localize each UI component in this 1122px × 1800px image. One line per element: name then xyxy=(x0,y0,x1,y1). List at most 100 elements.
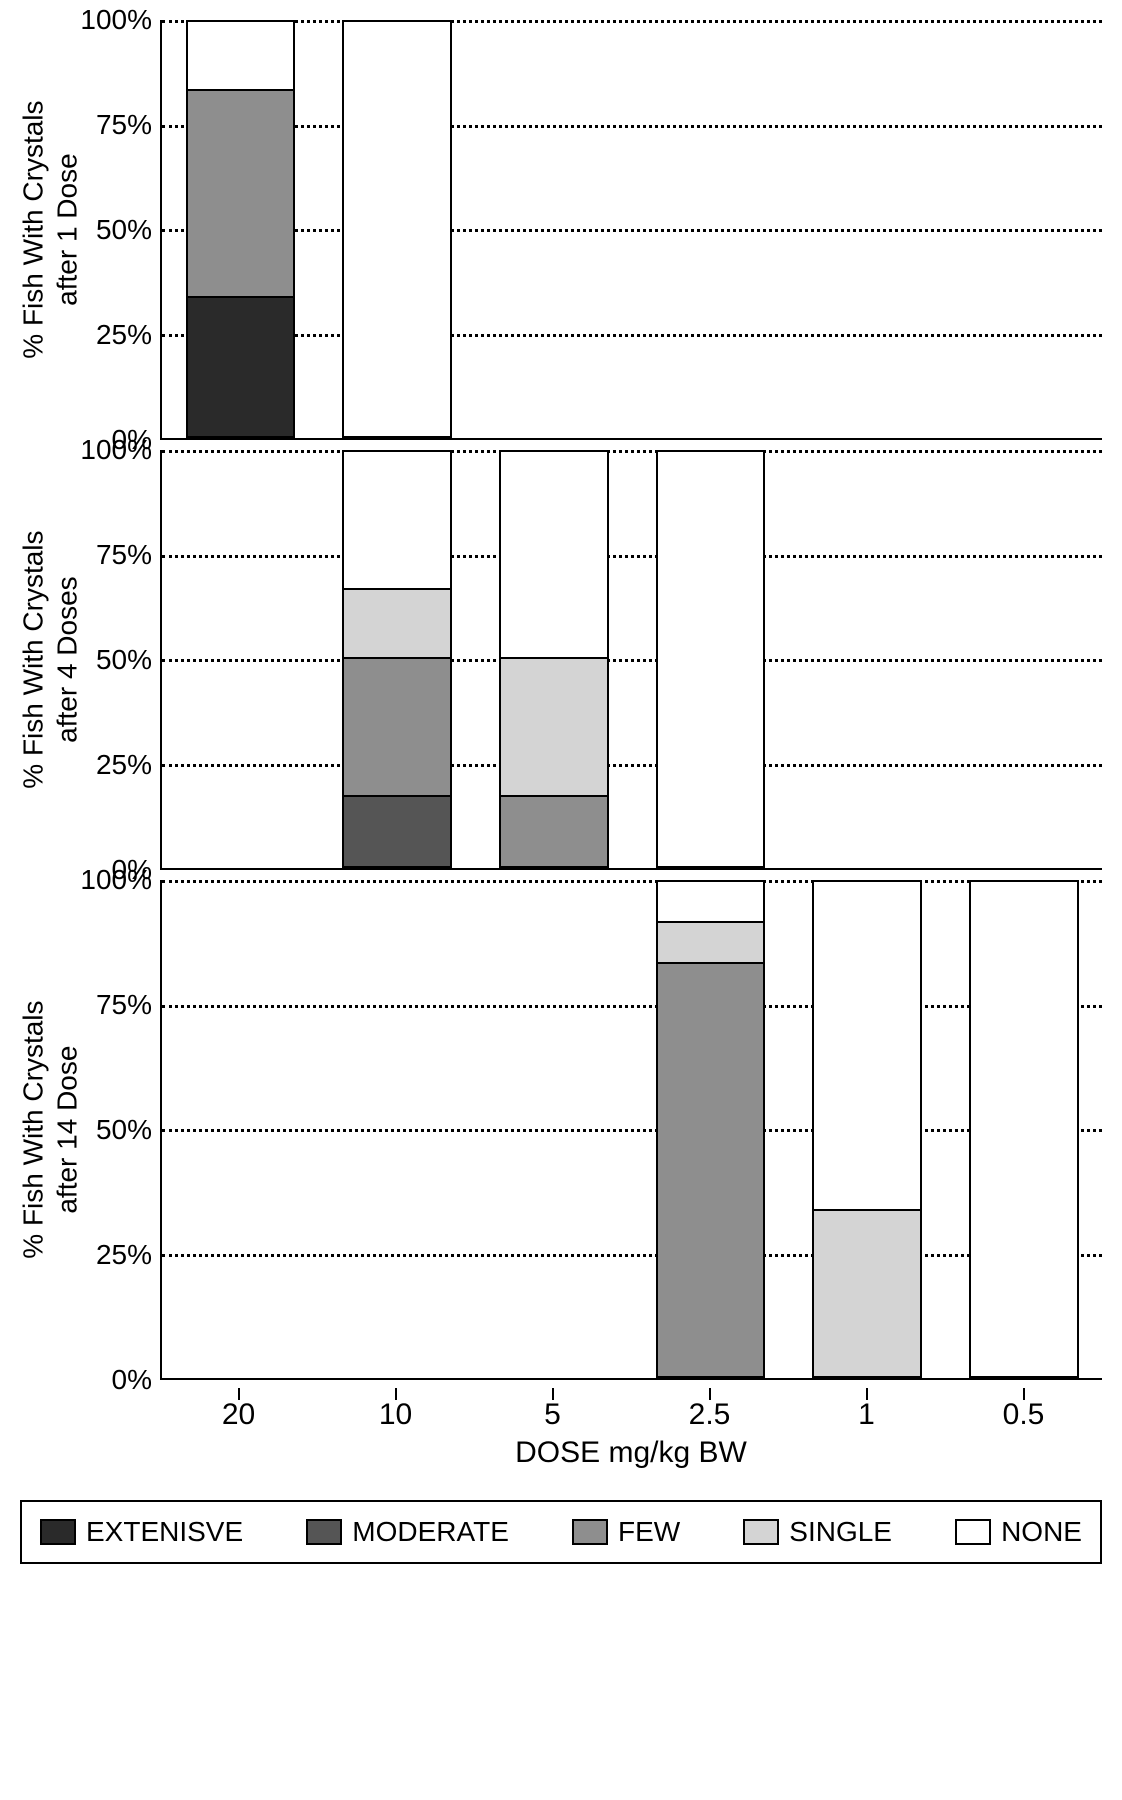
legend-item-few: FEW xyxy=(572,1516,680,1548)
bar-slot xyxy=(789,880,946,1378)
plot-wrap xyxy=(160,20,1102,440)
bar-segment-few xyxy=(344,659,450,797)
bar-segment-none xyxy=(188,22,294,91)
bar-segment-few xyxy=(188,91,294,298)
y-axis-label-line2: after 1 Dose xyxy=(51,154,82,307)
legend-swatch xyxy=(306,1519,342,1545)
figure: % Fish With Crystalsafter 1 Dose0%25%50%… xyxy=(20,20,1102,1564)
y-axis-label: % Fish With Crystalsafter 14 Dose xyxy=(16,1001,83,1259)
legend-item-none: NONE xyxy=(955,1516,1082,1548)
bar-segment-extensive xyxy=(188,298,294,436)
legend-label: NONE xyxy=(1001,1516,1082,1548)
bars-row xyxy=(162,20,1102,438)
panels-container: % Fish With Crystalsafter 1 Dose0%25%50%… xyxy=(20,20,1102,1380)
y-axis-label-wrap: % Fish With Crystalsafter 4 Doses xyxy=(20,450,80,870)
x-axis: 20 10 5 2.5 1 0.5 xyxy=(160,1390,1102,1432)
bar-slot xyxy=(945,880,1102,1378)
y-tick-label: 50% xyxy=(96,1114,152,1146)
legend: EXTENISVEMODERATEFEWSINGLENONE xyxy=(20,1500,1102,1564)
bar-slot xyxy=(475,20,632,438)
y-axis-label-line1: % Fish With Crystals xyxy=(17,101,48,359)
x-axis-label: DOSE mg/kg BW xyxy=(160,1436,1102,1470)
y-tick-label: 75% xyxy=(96,989,152,1021)
plot-area xyxy=(160,450,1102,870)
bar-segment-none xyxy=(501,452,607,659)
bar-segment-none xyxy=(344,22,450,436)
y-axis-label-wrap: % Fish With Crystalsafter 1 Dose xyxy=(20,20,80,440)
bar-slot xyxy=(632,20,789,438)
y-axis-label-line1: % Fish With Crystals xyxy=(17,1001,48,1259)
bar-slot xyxy=(319,450,476,868)
x-tick-mark xyxy=(709,1388,711,1400)
stacked-bar xyxy=(342,20,452,438)
x-tick-slot: 2.5 xyxy=(631,1390,788,1432)
bars-row xyxy=(162,880,1102,1378)
y-axis-label-line2: after 14 Dose xyxy=(51,1046,82,1214)
bar-segment-single xyxy=(344,590,450,659)
bar-slot xyxy=(789,20,946,438)
plot-wrap xyxy=(160,450,1102,870)
x-tick-mark xyxy=(395,1388,397,1400)
plot-wrap xyxy=(160,880,1102,1380)
bars-row xyxy=(162,450,1102,868)
stacked-bar xyxy=(656,450,766,868)
stacked-bar xyxy=(186,20,296,438)
x-tick-label: 20 xyxy=(222,1398,255,1431)
y-axis: 0%25%50%75%100% xyxy=(80,20,160,440)
legend-label: EXTENISVE xyxy=(86,1516,243,1548)
y-tick-label: 25% xyxy=(96,1239,152,1271)
legend-swatch xyxy=(572,1519,608,1545)
y-tick-label: 100% xyxy=(80,864,152,896)
bar-segment-single xyxy=(814,1211,920,1376)
x-tick-slot: 20 xyxy=(160,1390,317,1432)
bar-slot xyxy=(162,880,319,1378)
y-tick-label: 75% xyxy=(96,109,152,141)
bar-segment-none xyxy=(814,882,920,1211)
x-tick-mark xyxy=(552,1388,554,1400)
stacked-bar xyxy=(342,450,452,868)
stacked-bar xyxy=(969,880,1079,1378)
bar-slot xyxy=(162,20,319,438)
bar-segment-single xyxy=(501,659,607,797)
chart-panel-1: % Fish With Crystalsafter 4 Doses0%25%50… xyxy=(20,450,1102,870)
chart-panel-2: % Fish With Crystalsafter 14 Dose0%25%50… xyxy=(20,880,1102,1380)
bar-segment-none xyxy=(344,452,450,590)
bar-slot xyxy=(632,450,789,868)
x-tick-slot: 10 xyxy=(317,1390,474,1432)
x-tick-mark xyxy=(866,1388,868,1400)
stacked-bar xyxy=(812,880,922,1378)
x-tick-label: 10 xyxy=(379,1398,412,1431)
x-tick-label: 5 xyxy=(544,1398,561,1431)
legend-item-extensive: EXTENISVE xyxy=(40,1516,243,1548)
x-tick-mark xyxy=(238,1388,240,1400)
legend-swatch xyxy=(955,1519,991,1545)
chart-panel-0: % Fish With Crystalsafter 1 Dose0%25%50%… xyxy=(20,20,1102,440)
legend-label: MODERATE xyxy=(352,1516,509,1548)
legend-item-moderate: MODERATE xyxy=(306,1516,509,1548)
bar-slot xyxy=(162,450,319,868)
y-axis-label: % Fish With Crystalsafter 4 Doses xyxy=(16,531,83,789)
y-axis: 0%25%50%75%100% xyxy=(80,880,160,1380)
stacked-bar xyxy=(656,880,766,1378)
legend-swatch xyxy=(40,1519,76,1545)
x-tick-label: 1 xyxy=(858,1398,875,1431)
bar-segment-few xyxy=(658,964,764,1376)
plot-area xyxy=(160,880,1102,1380)
x-tick-slot: 0.5 xyxy=(945,1390,1102,1432)
y-tick-label: 25% xyxy=(96,749,152,781)
x-tick-label: 2.5 xyxy=(689,1398,731,1431)
x-tick-slot: 5 xyxy=(474,1390,631,1432)
y-tick-label: 100% xyxy=(80,4,152,36)
legend-swatch xyxy=(743,1519,779,1545)
bar-slot xyxy=(475,450,632,868)
stacked-bar xyxy=(499,450,609,868)
bar-slot xyxy=(945,20,1102,438)
y-tick-label: 25% xyxy=(96,319,152,351)
bar-segment-single xyxy=(658,923,764,964)
y-axis: 0%25%50%75%100% xyxy=(80,450,160,870)
bar-slot xyxy=(319,20,476,438)
y-tick-label: 75% xyxy=(96,539,152,571)
y-tick-label: 0% xyxy=(112,1364,152,1396)
bar-segment-moderate xyxy=(344,797,450,866)
y-tick-label: 50% xyxy=(96,214,152,246)
